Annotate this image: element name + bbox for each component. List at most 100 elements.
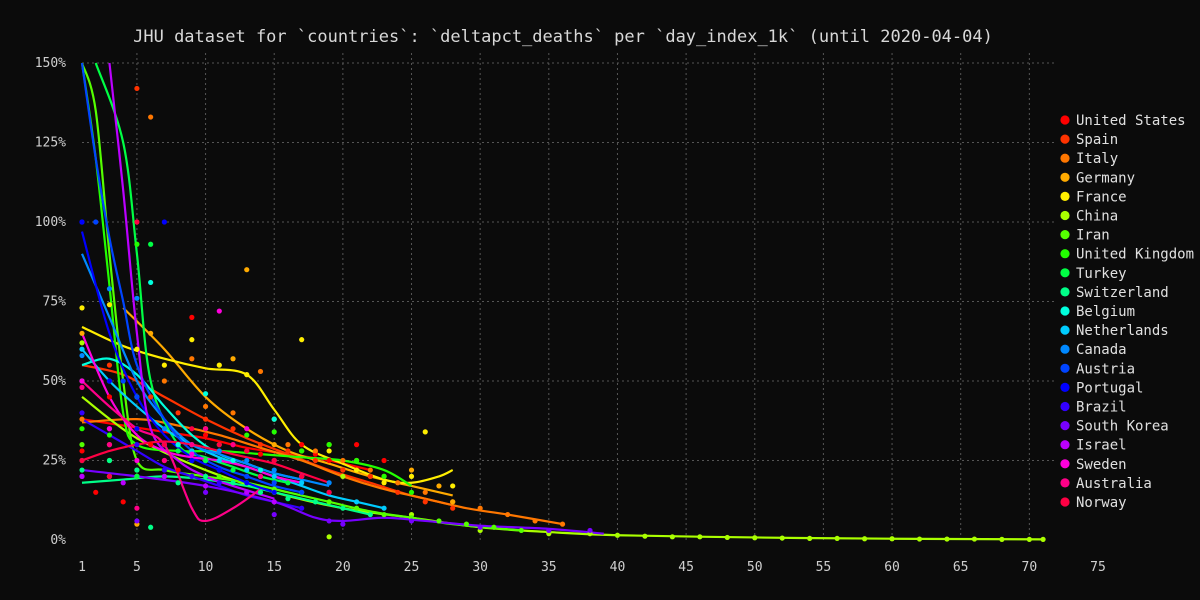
data-point-france bbox=[381, 480, 387, 486]
legend-marker-brazil bbox=[1060, 401, 1070, 412]
data-point-china bbox=[944, 536, 950, 542]
data-point-switzerland bbox=[340, 505, 346, 511]
data-point-italy bbox=[340, 457, 346, 464]
legend-label-south-korea: South Korea bbox=[1076, 419, 1169, 435]
data-point-australia bbox=[79, 384, 85, 390]
data-point-norway bbox=[326, 489, 332, 495]
data-point-australia bbox=[189, 442, 195, 448]
data-point-united-kingdom bbox=[381, 473, 387, 479]
data-point-belgium bbox=[148, 279, 154, 286]
y-tick-label: 25% bbox=[43, 454, 67, 469]
data-point-belgium bbox=[257, 467, 264, 473]
data-point-israel bbox=[79, 473, 85, 479]
trend-line-austria bbox=[80, 62, 302, 494]
data-point-united-kingdom bbox=[299, 448, 305, 454]
data-point-portugal bbox=[161, 219, 167, 225]
data-point-china bbox=[340, 473, 346, 479]
data-point-brazil bbox=[216, 480, 222, 486]
y-tick-label: 50% bbox=[43, 374, 67, 389]
data-point-france bbox=[216, 362, 222, 368]
data-point-italy bbox=[202, 403, 209, 410]
trend-line-south-korea bbox=[81, 468, 604, 535]
data-point-spain bbox=[285, 448, 291, 454]
data-point-china bbox=[326, 534, 332, 540]
legend-marker-turkey bbox=[1060, 268, 1070, 278]
trend-line-spain bbox=[81, 364, 453, 507]
x-tick-label: 70 bbox=[1022, 560, 1038, 575]
y-tick-label: 75% bbox=[43, 295, 67, 310]
trend-line-sweden bbox=[80, 332, 302, 484]
data-point-australia bbox=[230, 442, 236, 448]
data-point-turkey bbox=[175, 448, 181, 454]
data-point-spain bbox=[257, 442, 264, 448]
data-point-israel bbox=[202, 483, 209, 489]
data-point-iran bbox=[518, 527, 524, 534]
legend-marker-canada bbox=[1060, 344, 1070, 354]
legend-label-norway: Norway bbox=[1076, 495, 1127, 511]
data-point-italy bbox=[285, 442, 291, 448]
legend-label-australia: Australia bbox=[1076, 476, 1152, 492]
data-point-switzerland bbox=[175, 480, 181, 486]
data-point-portugal bbox=[79, 219, 85, 225]
data-point-austria bbox=[120, 378, 126, 384]
trend-line-australia bbox=[81, 380, 262, 523]
data-point-netherlands bbox=[216, 457, 222, 464]
data-point-israel bbox=[120, 480, 126, 486]
data-point-iran bbox=[353, 505, 360, 511]
legend-marker-norway bbox=[1060, 497, 1070, 507]
data-point-south-korea bbox=[271, 511, 277, 518]
data-point-italy bbox=[79, 416, 85, 422]
data-point-spain bbox=[367, 473, 373, 479]
data-point-china bbox=[807, 535, 813, 542]
data-point-canada bbox=[161, 426, 167, 432]
legend-label-belgium: Belgium bbox=[1076, 304, 1135, 320]
data-point-australia bbox=[106, 442, 113, 448]
data-point-portugal bbox=[106, 378, 113, 384]
data-point-netherlands bbox=[381, 505, 387, 511]
data-point-spain bbox=[340, 467, 346, 473]
data-point-sweden bbox=[134, 457, 140, 464]
legend-marker-switzerland bbox=[1060, 287, 1070, 297]
data-point-france bbox=[244, 372, 250, 378]
legend-marker-united-kingdom bbox=[1060, 249, 1070, 259]
data-point-united-states bbox=[299, 442, 305, 448]
y-tick-label: 0% bbox=[50, 533, 66, 548]
point-layer bbox=[79, 85, 1046, 542]
data-point-italy bbox=[312, 448, 319, 454]
data-point-united-states bbox=[175, 467, 181, 473]
data-point-united-kingdom bbox=[244, 432, 250, 438]
x-tick-label: 65 bbox=[953, 560, 969, 575]
data-point-turkey bbox=[134, 473, 140, 479]
data-point-canada bbox=[79, 352, 85, 359]
data-point-norway bbox=[161, 442, 167, 448]
data-point-south-korea bbox=[326, 518, 332, 524]
data-point-turkey bbox=[202, 457, 209, 464]
data-point-china bbox=[614, 532, 621, 538]
data-point-italy bbox=[230, 410, 236, 416]
data-point-italy bbox=[367, 467, 373, 473]
data-point-france bbox=[161, 362, 167, 368]
legend: United States Spain Italy Germany France Chin… bbox=[1060, 113, 1194, 511]
data-point-israel bbox=[244, 489, 250, 495]
grid-layer bbox=[82, 53, 1055, 540]
legend-label-austria: Austria bbox=[1076, 361, 1135, 377]
legend-label-iran: Iran bbox=[1076, 228, 1110, 244]
x-tick-label: 55 bbox=[816, 560, 832, 575]
data-point-spain bbox=[134, 85, 140, 92]
data-point-norway bbox=[79, 457, 85, 464]
data-point-spain bbox=[106, 362, 113, 368]
data-point-italy bbox=[395, 480, 401, 486]
data-point-china bbox=[79, 340, 85, 346]
data-point-italy bbox=[161, 378, 167, 384]
x-tick-label: 40 bbox=[610, 560, 626, 575]
data-point-portugal bbox=[189, 457, 195, 464]
x-tick-label: 15 bbox=[266, 560, 282, 575]
data-point-spain bbox=[450, 505, 456, 511]
data-point-switzerland bbox=[367, 511, 373, 518]
data-point-france bbox=[422, 429, 428, 435]
data-point-spain bbox=[395, 489, 401, 495]
data-point-china bbox=[916, 536, 923, 542]
legend-label-canada: Canada bbox=[1076, 342, 1127, 358]
legend-label-brazil: Brazil bbox=[1076, 400, 1127, 416]
